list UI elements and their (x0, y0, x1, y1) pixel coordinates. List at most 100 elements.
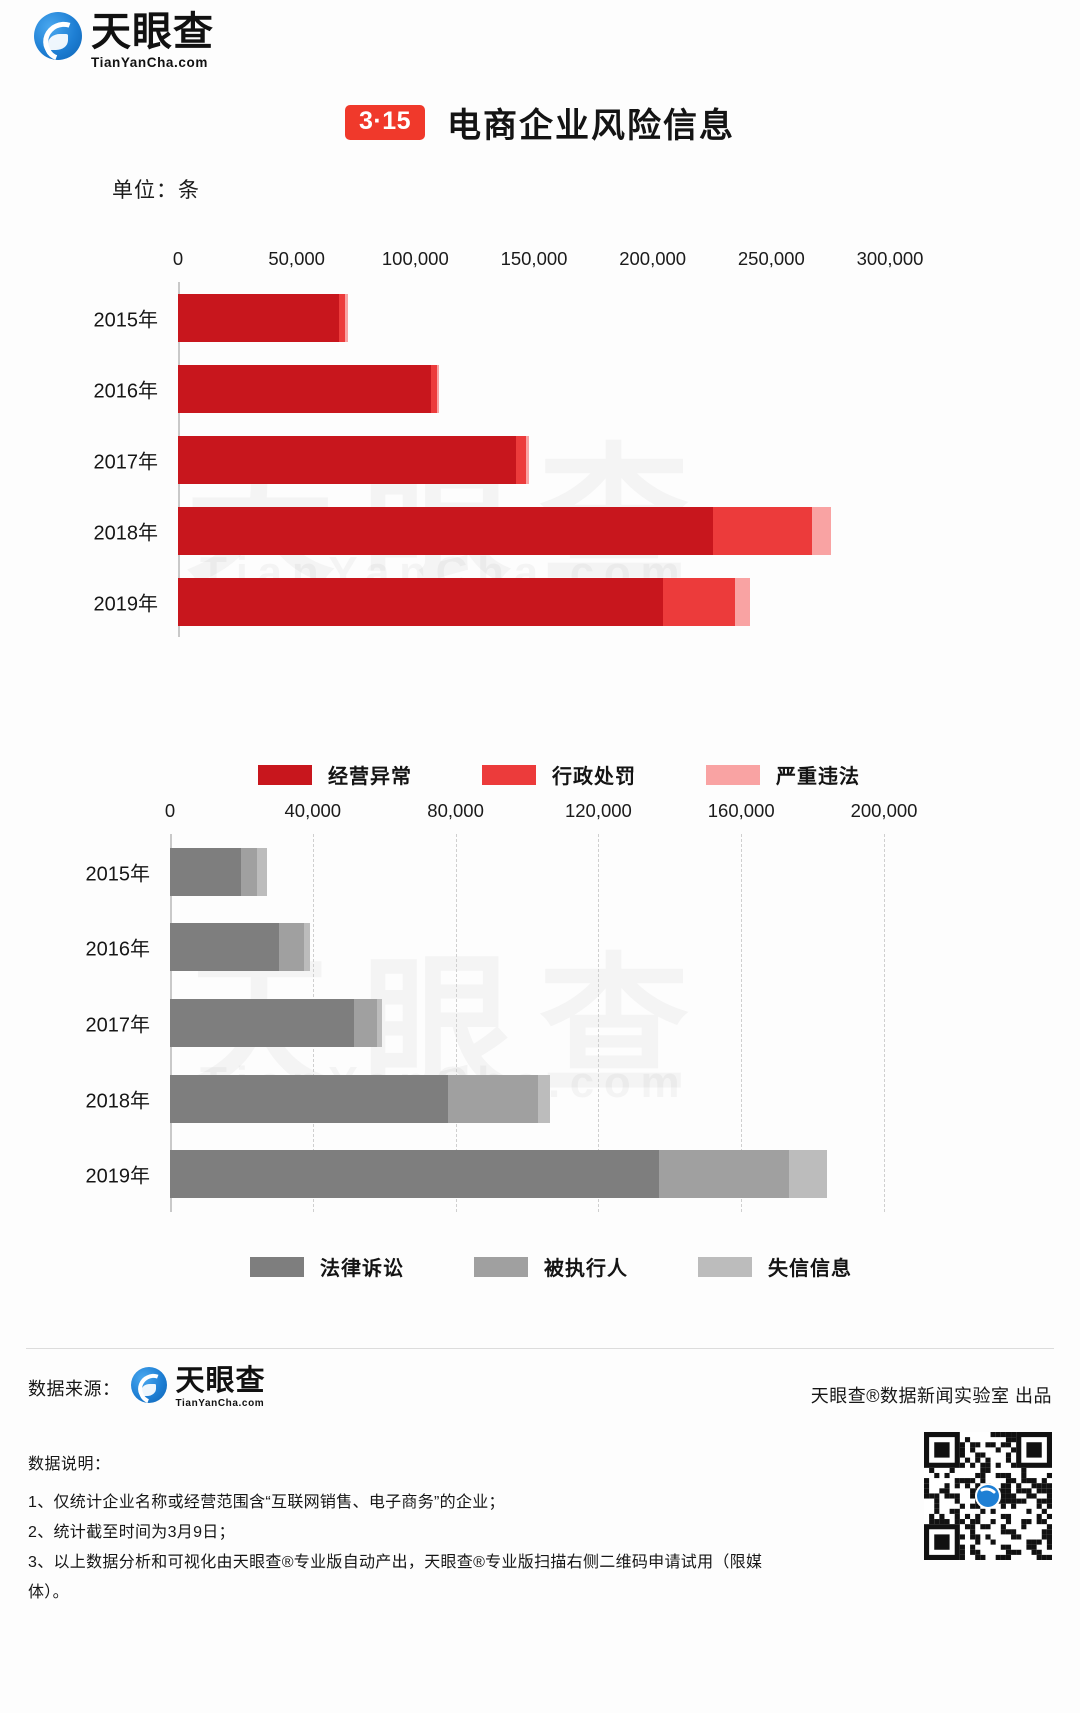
bar-segment-2[interactable] (663, 577, 735, 626)
x-tick-label: 50,000 (268, 248, 325, 269)
legend-item[interactable]: 行政处罚 (482, 760, 636, 789)
bar-stack[interactable] (170, 923, 310, 972)
bar-segment-2[interactable] (241, 847, 258, 896)
legend-swatch (250, 1256, 304, 1277)
data-source-row: 数据来源： 天眼查 TianYanCha.com (28, 1365, 266, 1410)
legend-swatch (482, 764, 536, 785)
bar-segment-1[interactable] (178, 577, 664, 626)
bar-segment-1[interactable] (170, 923, 279, 972)
title-text: 电商企业风险信息 (447, 107, 736, 145)
legend-swatch (474, 1256, 528, 1277)
legend-item[interactable]: 严重违法 (706, 760, 860, 789)
bar-segment-3[interactable] (537, 1074, 551, 1123)
brand-name-cn: 天眼查 (91, 10, 214, 54)
x-tick-label: 100,000 (381, 248, 449, 269)
bar-segment-2[interactable] (278, 923, 304, 972)
category-label: 2015年 (93, 309, 159, 331)
bar-stack[interactable] (170, 1150, 827, 1199)
category-label: 2019年 (85, 1165, 151, 1188)
category-label: 2018年 (93, 522, 159, 544)
legend-item[interactable]: 失信信息 (698, 1252, 852, 1281)
bar-stack[interactable] (178, 506, 831, 555)
plot-area: 2015年 2016年 2017年 2018年 2019年 (94, 282, 890, 637)
legend-label: 被执行人 (544, 1258, 628, 1280)
data-source-label: 数据来源： (28, 1379, 121, 1399)
legend-swatch (698, 1256, 752, 1277)
x-tick-label: 250,000 (737, 248, 805, 269)
page-title: 3·15 电商企业风险信息 (0, 98, 1080, 147)
gridline (741, 834, 743, 1212)
legend-item[interactable]: 经营异常 (258, 760, 412, 789)
bar-segment-3[interactable] (811, 506, 831, 555)
x-axis-ticks: 0 50,000 100,000 150,000 200,000 250,000 300,0… (0, 248, 1080, 274)
chart-legend: 法律诉讼 被执行人 失信信息 (250, 1252, 922, 1281)
category-label: 2017年 (93, 451, 159, 473)
gridline (884, 834, 886, 1212)
bar-stack[interactable] (170, 847, 268, 896)
x-tick-label: 200,000 (850, 800, 918, 821)
produced-by-label: 天眼查®数据新闻实验室 出品 (810, 1386, 1052, 1406)
x-tick-label: 80,000 (427, 800, 484, 821)
legend-swatch (258, 764, 312, 785)
bar-segment-1[interactable] (178, 506, 714, 555)
bar-segment-3[interactable] (734, 577, 750, 626)
x-tick-label: 0 (172, 248, 184, 269)
category-label: 2018年 (85, 1090, 151, 1113)
bar-segment-2[interactable] (430, 364, 438, 413)
unit-label: 单位：条 (112, 179, 200, 202)
bar-segment-3[interactable] (303, 923, 310, 972)
brand-logo-footer: 天眼查 TianYanCha.com (130, 1365, 266, 1409)
tianyancha-eye-logo-icon (34, 12, 82, 60)
bar-segment-2[interactable] (516, 435, 527, 484)
bar-segment-1[interactable] (170, 1074, 449, 1123)
date-badge: 3·15 (344, 105, 426, 140)
bar-segment-1[interactable] (178, 435, 517, 484)
bar-stack[interactable] (170, 999, 383, 1047)
bar-segment-3[interactable] (526, 435, 529, 484)
brand-logo: 天眼查 TianYanCha.com (34, 12, 214, 70)
bar-stack[interactable] (178, 293, 348, 342)
bar-segment-2[interactable] (713, 506, 812, 555)
bar-segment-1[interactable] (170, 999, 354, 1047)
bar-segment-2[interactable] (339, 293, 345, 342)
category-label: 2015年 (85, 863, 151, 886)
bar-segment-1[interactable] (178, 293, 340, 342)
note-item: 1、仅统计企业名称或经营范围含“互联网销售、电子商务”的企业； (28, 1494, 505, 1511)
legend-label: 法律诉讼 (320, 1258, 404, 1280)
plot-area: 2015年 2016年 2017年 2018年 2019年 (86, 834, 886, 1212)
category-label: 2016年 (93, 380, 159, 402)
bar-segment-2[interactable] (448, 1074, 538, 1123)
bar-stack[interactable] (178, 364, 440, 413)
qr-code-icon[interactable] (924, 1432, 1052, 1560)
note-item: 3、以上数据分析和可视化由天眼查®专业版自动产出，天眼查®专业版扫描右侧二维码申… (28, 1554, 763, 1601)
bar-segment-1[interactable] (170, 1150, 660, 1199)
bar-stack[interactable] (178, 577, 750, 626)
bar-segment-3[interactable] (437, 364, 440, 413)
bar-segment-1[interactable] (178, 364, 431, 413)
x-tick-label: 160,000 (707, 800, 775, 821)
bar-stack[interactable] (170, 1074, 551, 1123)
x-tick-label: 0 (164, 800, 176, 821)
chart-risk-gray: 0 40,000 80,000 120,000 160,000 200,000 2015年… (0, 800, 1080, 1230)
bar-stack[interactable] (178, 435, 529, 484)
x-tick-label: 40,000 (284, 800, 342, 821)
legend-item[interactable]: 被执行人 (474, 1252, 628, 1281)
bar-segment-3[interactable] (377, 999, 383, 1047)
bar-segment-3[interactable] (789, 1150, 827, 1199)
notes-title: 数据说明： (28, 1456, 111, 1473)
bar-segment-2[interactable] (353, 999, 378, 1047)
bar-segment-3[interactable] (257, 847, 268, 896)
legend-label: 失信信息 (768, 1258, 852, 1280)
brand-name-cn: 天眼查 (175, 1365, 266, 1397)
category-label: 2017年 (85, 1014, 151, 1037)
category-label: 2016年 (85, 938, 151, 961)
legend-item[interactable]: 法律诉讼 (250, 1252, 404, 1281)
bar-segment-3[interactable] (344, 293, 348, 342)
tianyancha-eye-logo-icon (130, 1367, 167, 1403)
bar-segment-2[interactable] (659, 1150, 790, 1199)
gridline (598, 834, 600, 1212)
bar-segment-1[interactable] (170, 847, 242, 896)
x-axis-ticks: 0 40,000 80,000 120,000 160,000 200,000 (0, 800, 1080, 826)
x-tick-label: 150,000 (500, 248, 568, 269)
gridline (455, 834, 458, 1212)
